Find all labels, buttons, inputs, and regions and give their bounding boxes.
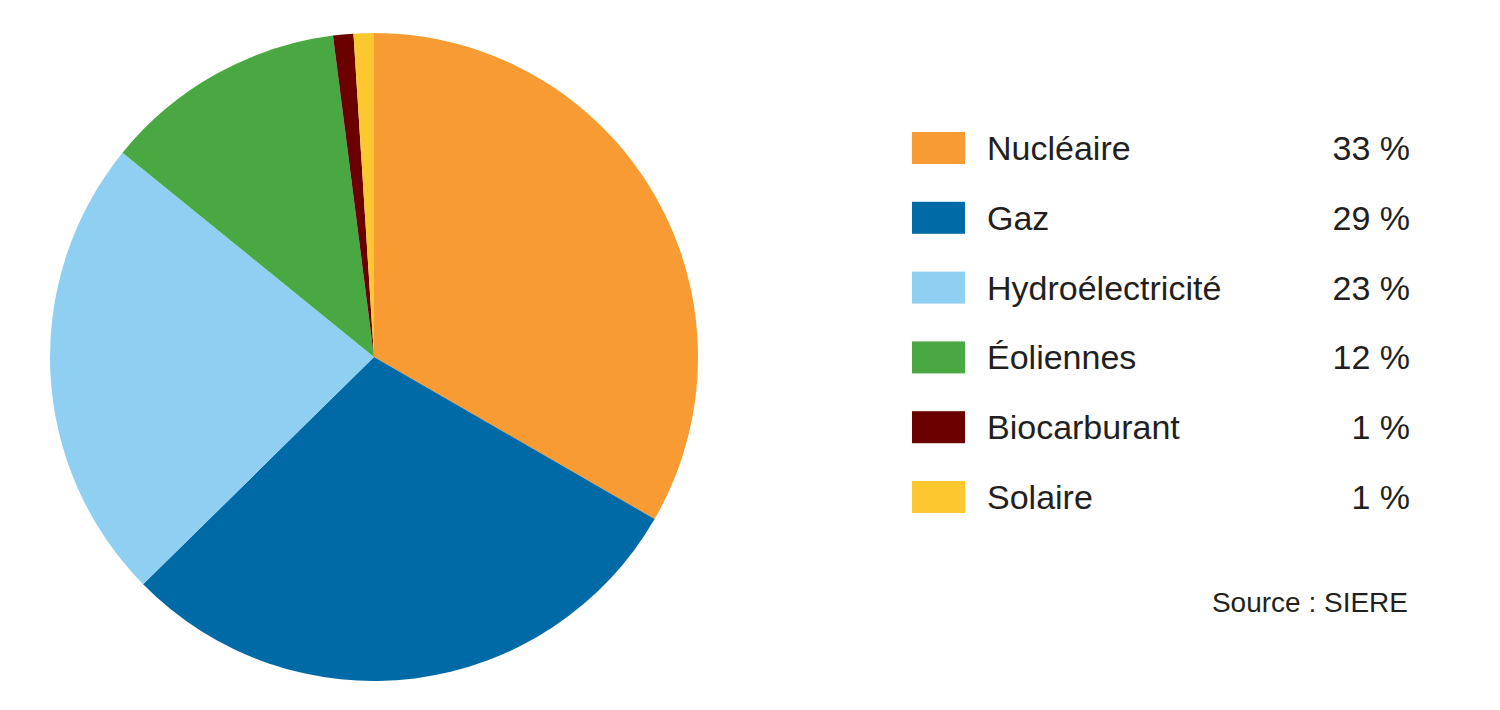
pie-slice [353, 33, 374, 357]
legend-swatch [912, 272, 965, 304]
legend-label: Gaz [987, 199, 1049, 237]
legend-value: 23 % [1333, 269, 1411, 307]
legend-value: 1 % [1351, 478, 1410, 516]
legend-swatch [912, 481, 965, 513]
legend-label: Hydroélectricité [987, 269, 1221, 307]
legend-label: Éoliennes [987, 338, 1136, 376]
legend-value: 1 % [1351, 408, 1410, 446]
legend-value: 33 % [1333, 129, 1411, 167]
legend-swatch [912, 341, 965, 373]
source-note: Source : SIERE [1212, 587, 1408, 618]
chart: Nucléaire 33 % Gaz 29 % Hydroélectricité 23 %… [0, 0, 1500, 710]
legend: Nucléaire 33 % Gaz 29 % Hydroélectricité 23 %… [912, 129, 1410, 516]
legend-value: 12 % [1333, 338, 1411, 376]
legend-label: Nucléaire [987, 129, 1131, 167]
pie-slice [333, 34, 374, 357]
legend-label: Solaire [987, 478, 1093, 516]
pie [50, 33, 698, 681]
legend-value: 29 % [1333, 199, 1411, 237]
legend-swatch [912, 202, 965, 234]
pie-slice [123, 36, 374, 357]
legend-swatch [912, 132, 965, 164]
legend-label: Biocarburant [987, 408, 1180, 446]
legend-swatch [912, 411, 965, 443]
